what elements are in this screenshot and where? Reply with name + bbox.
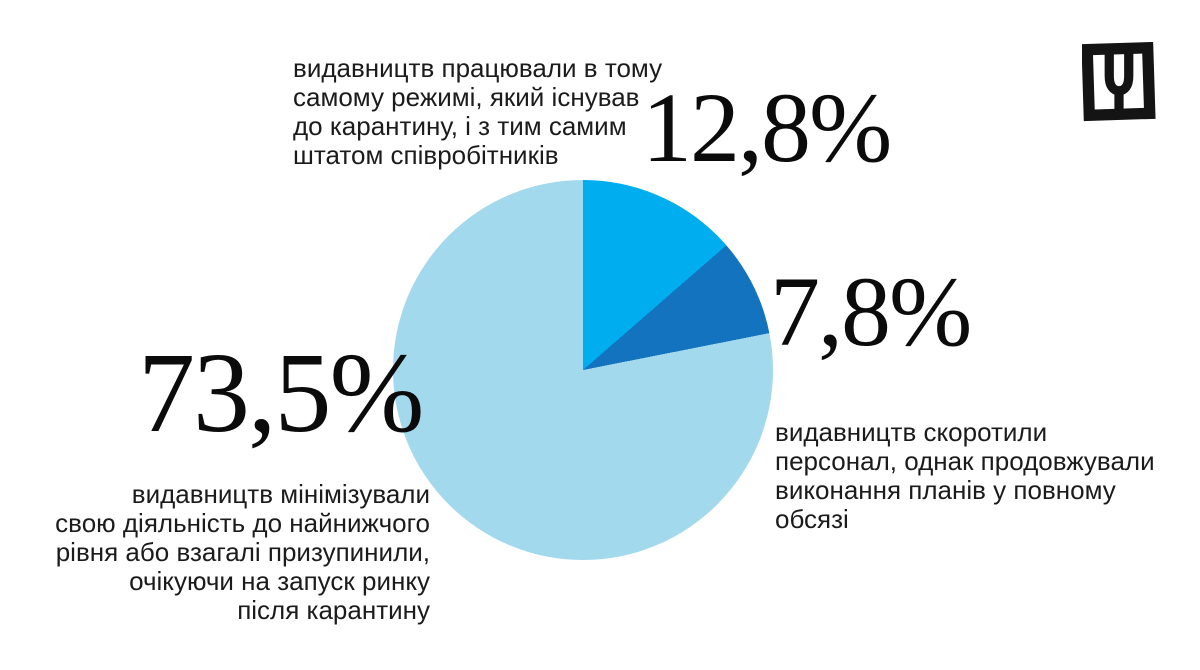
chytomo-letter-ch-logo-icon [1082,42,1156,122]
value-slice-reduced-staff: 7,8% [770,256,972,367]
pie-chart [393,180,773,560]
value-slice-minimized: 73,5% [138,329,424,456]
chytomo-logo [1082,42,1156,122]
value-slice-same-regime: 12,8% [642,72,892,183]
label-slice-minimized: видавництв мінімізували свою діяльність … [55,479,430,625]
label-slice-same-regime: видавництв працювали в тому самому режим… [293,53,663,170]
label-slice-reduced-staff: видавництв скоротили персонал, однак про… [775,417,1155,534]
